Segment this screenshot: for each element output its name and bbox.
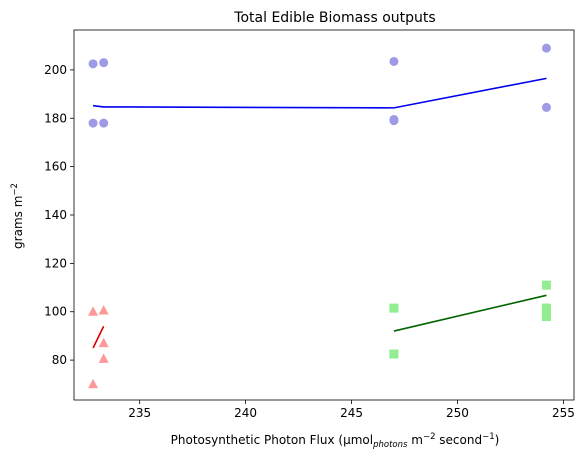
circle-marker bbox=[99, 118, 109, 128]
triangle-marker bbox=[88, 378, 99, 389]
x-tick-label: 235 bbox=[128, 406, 151, 420]
x-axis-title-prefix: Photosynthetic Photon Flux (μmol bbox=[171, 433, 373, 447]
y-tick-label: 180 bbox=[44, 111, 67, 125]
circle-marker bbox=[88, 118, 98, 128]
circle-marker bbox=[99, 58, 109, 68]
triangle-marker bbox=[98, 305, 109, 315]
circle-marker bbox=[541, 43, 551, 53]
y-tick-label: 160 bbox=[44, 160, 67, 174]
circle-marker bbox=[541, 102, 551, 112]
triangle-marker bbox=[98, 337, 109, 348]
x-axis-title-sup1: −2 bbox=[423, 432, 436, 442]
triangle-marker bbox=[98, 353, 109, 363]
square-marker bbox=[389, 349, 399, 359]
y-tick-label: 80 bbox=[52, 353, 67, 367]
circle-marker bbox=[88, 59, 98, 69]
x-axis-title-subscript: photons bbox=[372, 440, 408, 450]
x-tick-label: 255 bbox=[552, 406, 575, 420]
plot-frame bbox=[73, 29, 575, 401]
x-axis-title-middle: m bbox=[407, 433, 423, 447]
y-axis-title: grams m−2 bbox=[10, 183, 25, 249]
chart-title: Total Edible Biomass outputs bbox=[233, 10, 435, 26]
y-axis-title-sup: −2 bbox=[10, 183, 20, 196]
circle-marker bbox=[389, 116, 399, 126]
y-tick-label: 200 bbox=[44, 63, 67, 77]
trend-line bbox=[393, 294, 547, 332]
y-tick-label: 100 bbox=[44, 305, 67, 319]
x-axis-title-middle2: second bbox=[435, 433, 482, 447]
x-tick-label: 240 bbox=[234, 406, 257, 420]
data-points bbox=[88, 43, 551, 389]
triangle-marker bbox=[88, 306, 99, 316]
y-tick-label: 120 bbox=[44, 256, 67, 270]
circle-marker bbox=[389, 56, 399, 66]
x-tick-label: 250 bbox=[446, 406, 469, 420]
x-axis-title: Photosynthetic Photon Flux (μmolphotons … bbox=[171, 432, 500, 450]
square-marker bbox=[541, 303, 551, 313]
x-axis-title-sup2: −1 bbox=[482, 432, 495, 442]
square-marker bbox=[389, 303, 399, 313]
y-tick-label: 140 bbox=[44, 208, 67, 222]
trend-line bbox=[92, 77, 547, 109]
y-axis-ticks: 80 100 120 140 160 180 200 bbox=[44, 63, 74, 367]
square-marker bbox=[541, 280, 551, 290]
x-tick-label: 245 bbox=[340, 406, 363, 420]
x-axis-ticks: 235 240 245 250 255 bbox=[128, 400, 575, 420]
x-axis-title-suffix: ) bbox=[495, 433, 500, 447]
square-marker bbox=[541, 312, 551, 322]
trend-line bbox=[92, 325, 105, 349]
y-axis-title-text: grams m bbox=[11, 196, 25, 249]
trend-lines bbox=[92, 77, 547, 349]
